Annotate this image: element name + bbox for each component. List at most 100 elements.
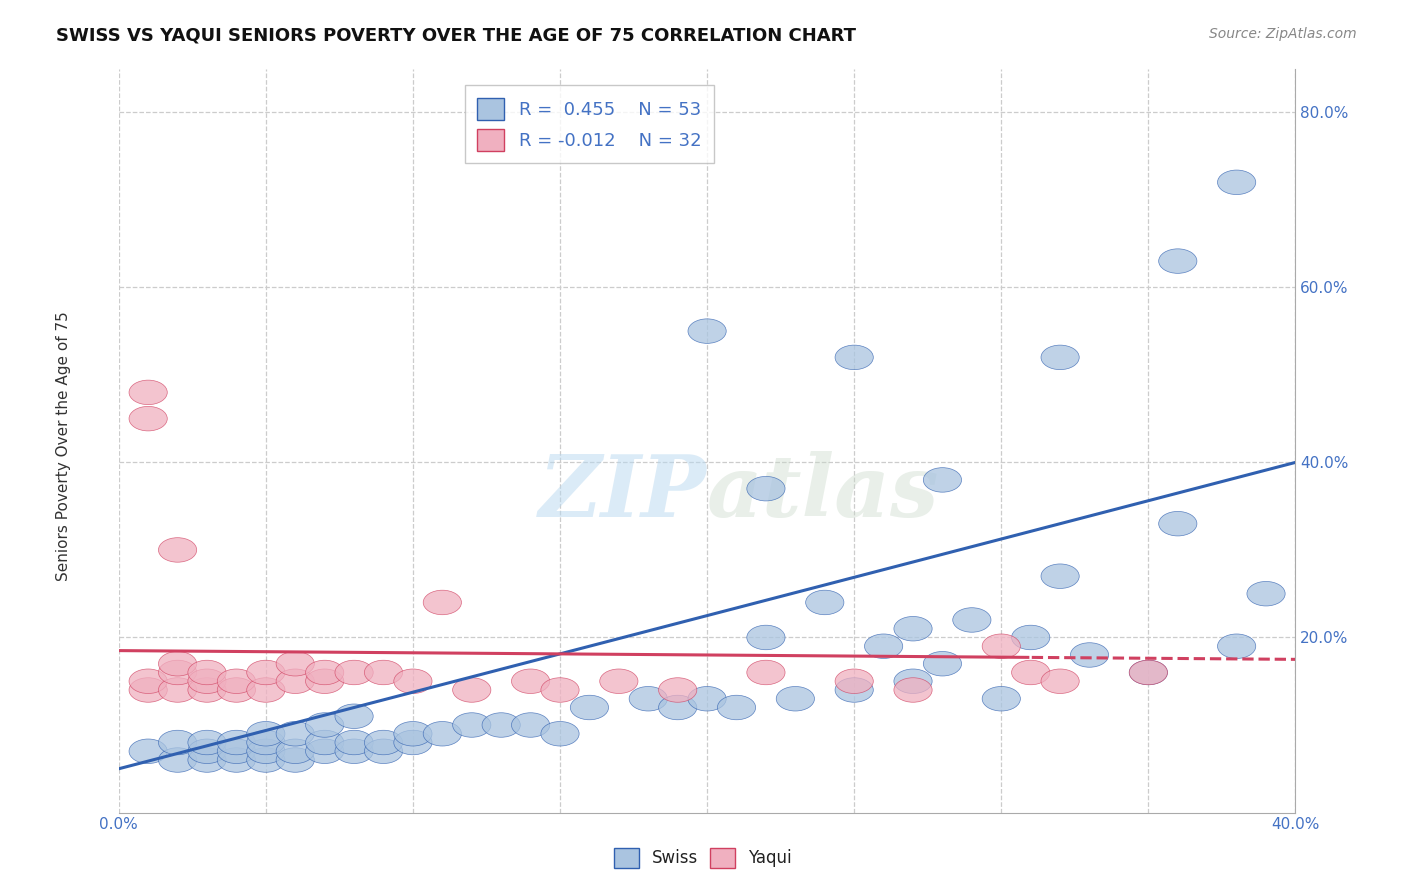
Ellipse shape [218,678,256,702]
Ellipse shape [1040,345,1080,369]
Ellipse shape [305,739,344,764]
Ellipse shape [335,731,373,755]
Ellipse shape [246,731,285,755]
Ellipse shape [129,669,167,693]
Ellipse shape [747,660,785,685]
Ellipse shape [776,687,814,711]
Ellipse shape [335,660,373,685]
Ellipse shape [423,591,461,615]
Ellipse shape [305,731,344,755]
Ellipse shape [159,651,197,676]
Ellipse shape [246,678,285,702]
Ellipse shape [658,695,697,720]
Ellipse shape [159,678,197,702]
Ellipse shape [423,722,461,746]
Ellipse shape [218,731,256,755]
Ellipse shape [129,407,167,431]
Ellipse shape [159,538,197,562]
Ellipse shape [1247,582,1285,606]
Ellipse shape [305,669,344,693]
Ellipse shape [453,713,491,738]
Ellipse shape [1040,669,1080,693]
Text: atlas: atlas [707,450,939,534]
Ellipse shape [806,591,844,615]
Ellipse shape [983,634,1021,658]
Ellipse shape [188,669,226,693]
Ellipse shape [276,669,315,693]
Ellipse shape [188,731,226,755]
Ellipse shape [1070,643,1109,667]
Ellipse shape [276,747,315,772]
Ellipse shape [1159,249,1197,273]
Ellipse shape [924,651,962,676]
Ellipse shape [628,687,668,711]
Ellipse shape [894,616,932,641]
Ellipse shape [747,625,785,649]
Text: ZIP: ZIP [540,450,707,534]
Ellipse shape [394,731,432,755]
Ellipse shape [246,660,285,685]
Ellipse shape [276,739,315,764]
Ellipse shape [276,722,315,746]
Legend: R =  0.455    N = 53, R = -0.012    N = 32: R = 0.455 N = 53, R = -0.012 N = 32 [465,85,714,163]
Ellipse shape [688,318,727,343]
Ellipse shape [1129,660,1167,685]
Ellipse shape [305,713,344,738]
Text: Source: ZipAtlas.com: Source: ZipAtlas.com [1209,27,1357,41]
Ellipse shape [394,722,432,746]
Ellipse shape [188,678,226,702]
Ellipse shape [512,713,550,738]
Ellipse shape [188,747,226,772]
Ellipse shape [394,669,432,693]
Ellipse shape [159,731,197,755]
Ellipse shape [1218,634,1256,658]
Ellipse shape [305,660,344,685]
Ellipse shape [688,687,727,711]
Ellipse shape [218,669,256,693]
Ellipse shape [364,660,402,685]
Ellipse shape [159,660,197,685]
Ellipse shape [512,669,550,693]
Ellipse shape [658,678,697,702]
Ellipse shape [924,467,962,492]
Ellipse shape [1040,564,1080,589]
Ellipse shape [747,476,785,501]
Ellipse shape [335,704,373,729]
Ellipse shape [188,739,226,764]
Ellipse shape [983,687,1021,711]
Ellipse shape [865,634,903,658]
Ellipse shape [600,669,638,693]
Ellipse shape [246,747,285,772]
Ellipse shape [335,739,373,764]
Ellipse shape [1218,170,1256,194]
Ellipse shape [894,669,932,693]
Ellipse shape [129,380,167,405]
Ellipse shape [364,739,402,764]
Ellipse shape [129,678,167,702]
Ellipse shape [276,651,315,676]
Ellipse shape [835,678,873,702]
Ellipse shape [1159,511,1197,536]
Ellipse shape [717,695,755,720]
Ellipse shape [482,713,520,738]
Ellipse shape [835,669,873,693]
Ellipse shape [246,722,285,746]
Ellipse shape [129,739,167,764]
Ellipse shape [453,678,491,702]
Ellipse shape [159,747,197,772]
Ellipse shape [1129,660,1167,685]
Ellipse shape [541,678,579,702]
Ellipse shape [364,731,402,755]
Ellipse shape [218,739,256,764]
Ellipse shape [1011,660,1050,685]
Legend: Swiss, Yaqui: Swiss, Yaqui [607,841,799,875]
Ellipse shape [894,678,932,702]
Ellipse shape [835,345,873,369]
Ellipse shape [571,695,609,720]
Ellipse shape [218,747,256,772]
Ellipse shape [1011,625,1050,649]
Ellipse shape [541,722,579,746]
Text: Seniors Poverty Over the Age of 75: Seniors Poverty Over the Age of 75 [56,311,70,581]
Ellipse shape [953,607,991,632]
Ellipse shape [188,660,226,685]
